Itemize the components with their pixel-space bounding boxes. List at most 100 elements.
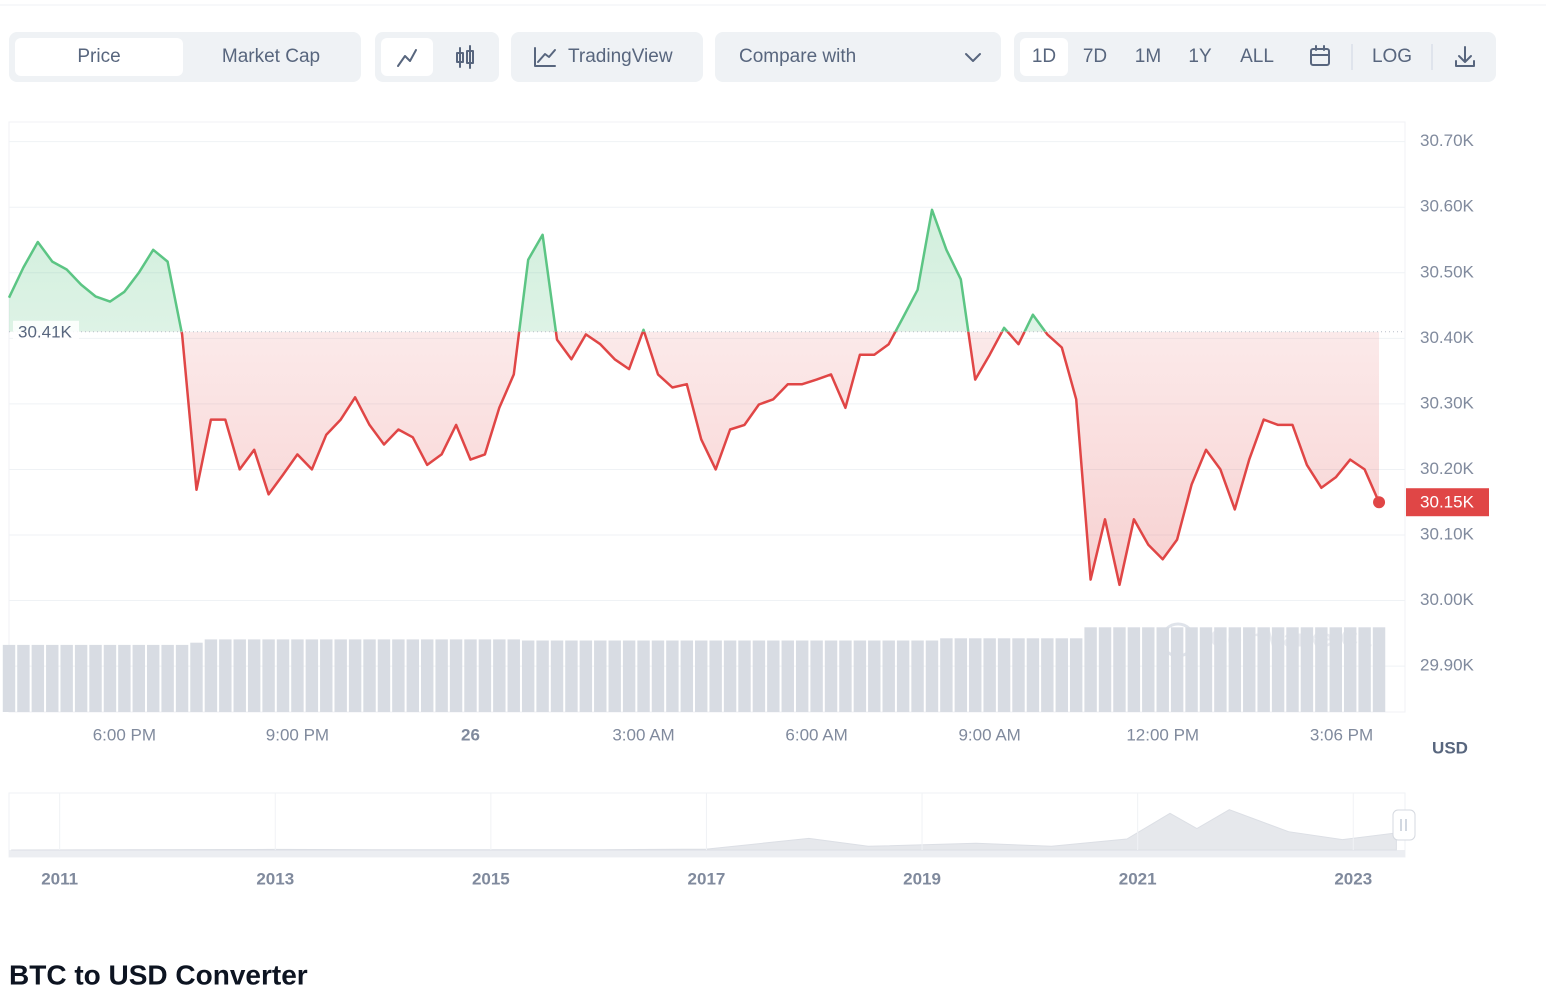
volume-bar — [1271, 627, 1285, 712]
volume-bar — [31, 644, 45, 712]
navigator-tick-label: 2011 — [41, 869, 78, 888]
volume-bar — [637, 640, 650, 712]
candle-icon — [456, 45, 474, 69]
volume-bar — [651, 640, 665, 712]
tab-active[interactable] — [15, 38, 183, 76]
volume-bar — [17, 644, 30, 712]
volume-bar — [435, 639, 448, 712]
volume-bar — [940, 638, 953, 712]
volume-bar — [1243, 627, 1256, 712]
volume-bar — [2, 644, 16, 712]
tab[interactable]: Price — [77, 46, 120, 67]
volume-bar — [464, 639, 477, 712]
calendar-icon[interactable] — [1310, 45, 1330, 66]
y-tick-label: 30.30K — [1420, 393, 1475, 412]
volume-bar — [795, 640, 809, 712]
volume-bar — [1329, 627, 1342, 712]
range[interactable]: 1M — [1135, 46, 1161, 67]
volume-bar — [421, 639, 434, 712]
volume-bar — [377, 639, 391, 712]
range[interactable]: 1Y — [1188, 46, 1212, 67]
volume-bar — [1228, 627, 1242, 712]
volume-bar — [1084, 627, 1097, 712]
volume-bar — [190, 642, 203, 712]
navigator-tick-label: 2021 — [1119, 869, 1157, 888]
volume-bar — [1041, 638, 1054, 712]
volume-bar — [565, 640, 578, 712]
volume-bar — [1012, 638, 1025, 712]
volume-bar — [103, 644, 117, 712]
tradingview-label[interactable]: TradingView — [568, 46, 673, 67]
volume-bar — [550, 640, 564, 712]
volume-bar — [493, 639, 506, 712]
volume-bar — [175, 644, 189, 712]
tab[interactable]: Market Cap — [222, 46, 320, 67]
y-tick-label: 30.00K — [1420, 590, 1475, 609]
log-button[interactable]: LOG — [1372, 46, 1412, 67]
navigator-tick-label: 2019 — [903, 869, 941, 888]
range-active[interactable] — [1020, 38, 1068, 76]
volume-bar — [536, 640, 549, 712]
volume-bar — [392, 639, 405, 712]
volume-bar — [1315, 627, 1328, 712]
volume-bar — [896, 640, 910, 712]
navigator-tick-label: 2015 — [472, 869, 510, 888]
volume-bar — [1113, 627, 1126, 712]
volume-bar — [1214, 627, 1227, 712]
navigator-handle[interactable] — [1392, 809, 1416, 841]
y-tick-label: 30.50K — [1420, 262, 1475, 281]
volume-bar — [622, 640, 636, 712]
area-down — [9, 331, 1380, 585]
volume-bar — [233, 639, 246, 712]
x-tick-label: 12:00 PM — [1126, 725, 1199, 744]
volume-bar — [781, 640, 794, 712]
navigator-tick-label: 2013 — [256, 869, 294, 888]
volume-bar — [969, 638, 982, 712]
volume-bar — [608, 640, 621, 712]
volume-bar — [1372, 627, 1386, 712]
volume-bar — [954, 638, 968, 712]
x-tick-label: 9:00 AM — [958, 725, 1020, 744]
y-unit: USD — [1432, 738, 1468, 757]
volume-bar — [521, 640, 535, 712]
price-line-down — [180, 331, 1381, 587]
tradingview-button[interactable] — [511, 32, 703, 82]
volume-bar — [449, 639, 463, 712]
volume-bar — [723, 640, 737, 712]
volume-bar — [1286, 627, 1299, 712]
volume-bar — [738, 640, 751, 712]
range[interactable]: 7D — [1083, 46, 1107, 67]
y-tick-label: 30.60K — [1420, 197, 1475, 216]
volume-bar — [204, 639, 218, 712]
range[interactable]: ALL — [1240, 46, 1274, 67]
volume-bar — [161, 644, 174, 712]
volume-bar — [666, 640, 679, 712]
volume-bar — [983, 638, 996, 712]
volume-bar — [118, 644, 131, 712]
volume-bar — [1358, 627, 1371, 712]
volume-bar — [824, 640, 838, 712]
volume-bar — [247, 639, 261, 712]
tv-icon — [537, 49, 556, 63]
line-icon — [397, 49, 417, 67]
volume-bar — [507, 639, 520, 712]
volume-bar — [1300, 627, 1314, 712]
navigator-tick-label: 2023 — [1334, 869, 1372, 888]
download-icon[interactable] — [1455, 46, 1475, 67]
volume-bar — [868, 640, 881, 712]
y-tick-label: 30.10K — [1420, 524, 1475, 543]
volume-bar — [1055, 638, 1068, 712]
volume-bar — [89, 644, 102, 712]
volume-bar — [1098, 627, 1112, 712]
volume-bar — [132, 644, 146, 712]
navigator-area — [11, 809, 1397, 851]
compare-dropdown[interactable] — [715, 32, 1001, 82]
compare-label[interactable]: Compare with — [739, 46, 856, 67]
x-tick-label: 6:00 PM — [93, 725, 156, 744]
volume-bar — [594, 640, 607, 712]
range[interactable]: 1D — [1032, 46, 1056, 67]
y-tick-label: 30.40K — [1420, 328, 1475, 347]
volume-bar — [853, 640, 867, 712]
volume-bar — [276, 639, 290, 712]
